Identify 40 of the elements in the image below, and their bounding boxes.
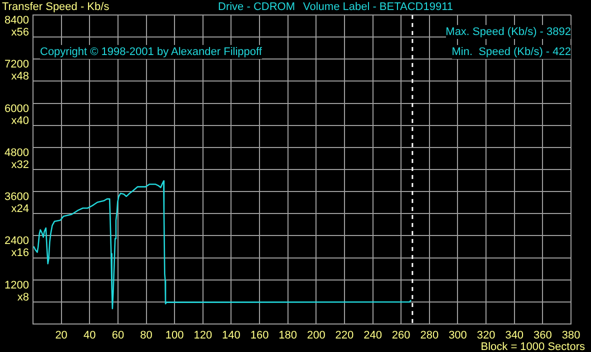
y-tick-label: 6000: [4, 102, 29, 115]
x-tick-label: 260: [392, 330, 410, 342]
text: x8: [17, 291, 29, 304]
text: Volume Label - BETACD19911: [303, 0, 454, 14]
x-tick-label: 300: [448, 330, 467, 342]
x-tick-label: 240: [364, 330, 382, 342]
x-tick-label: 80: [140, 330, 152, 342]
x-tick-label: 280: [420, 330, 439, 342]
text: x16: [11, 247, 29, 260]
x-axis-title: Block = 1000 Sectors: [480, 340, 585, 352]
x-tick-label: 120: [194, 330, 212, 342]
x-tick-label: 100: [165, 330, 184, 342]
y-axis-title: Transfer Speed - Kb/s: [2, 0, 110, 14]
x-tick-label: 20: [55, 330, 68, 342]
x-tick-label: 40: [84, 330, 96, 342]
x-tick-label: 340: [505, 330, 524, 342]
y-tick-label: 4800: [4, 146, 29, 159]
text: Drive - CDROM: [218, 0, 295, 14]
y-tick-label: 8400: [4, 14, 29, 27]
x-tick-label: 60: [112, 330, 124, 342]
annotation: Min. Speed (Kb/s) - 422: [452, 45, 571, 59]
x-tick-label: 140: [222, 330, 240, 342]
y-tick-label: 2400: [4, 235, 29, 248]
x-tick-label: 180: [278, 330, 298, 342]
y-tick-label: 1200: [4, 279, 29, 292]
annotation: Max. Speed (Kb/s) - 3892: [446, 25, 571, 39]
y-tick-label: 7200: [4, 58, 29, 71]
x-tick-label: 220: [335, 330, 354, 342]
x-tick-label: 160: [250, 330, 269, 342]
text: x40: [11, 114, 29, 127]
x-tick-label: 320: [476, 330, 496, 342]
y-tick-label: 3600: [4, 191, 29, 204]
x-tick-label: 360: [534, 330, 552, 342]
text: x56: [11, 26, 29, 39]
x-tick-label: 200: [306, 330, 326, 342]
x-tick-label: 380: [562, 330, 580, 342]
text: x24: [11, 203, 29, 216]
annotation: Copyright © 1998-2001 by Alexander Filippoff: [40, 45, 262, 59]
text: x32: [11, 158, 29, 171]
text: x48: [11, 70, 29, 83]
